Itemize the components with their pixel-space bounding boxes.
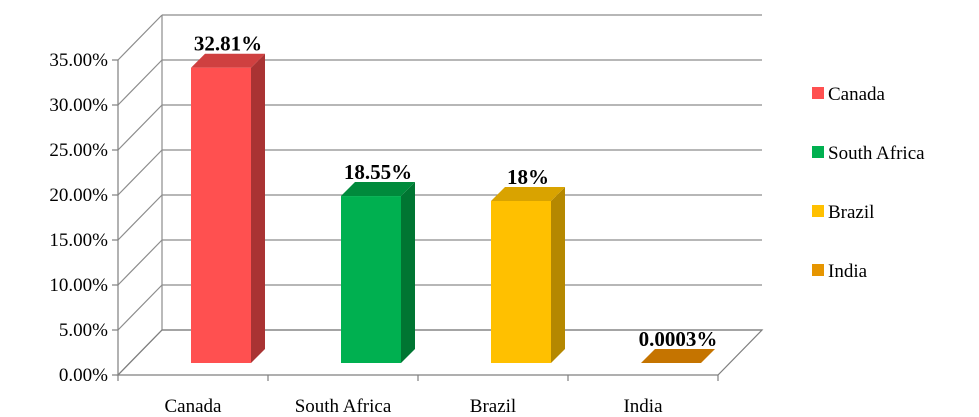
bar-side bbox=[551, 187, 565, 363]
y-tick-label: 20.00% bbox=[49, 185, 108, 206]
side-gridline bbox=[117, 59, 163, 106]
bar-side bbox=[401, 182, 415, 363]
chart-floor bbox=[116, 329, 764, 376]
bar-india bbox=[641, 348, 715, 363]
side-gridline bbox=[117, 149, 163, 196]
y-tick-label: 25.00% bbox=[49, 140, 108, 161]
y-tick-label: 0.00% bbox=[59, 365, 108, 386]
x-tick-label: South Africa bbox=[295, 396, 392, 417]
legend-label: South Africa bbox=[828, 143, 925, 164]
bar-canada bbox=[191, 53, 265, 364]
legend-item: Brazil bbox=[812, 202, 874, 223]
chart-axes bbox=[116, 60, 764, 376]
side-gridline bbox=[117, 239, 163, 286]
x-tick-label: India bbox=[623, 396, 663, 417]
y-tick-label: 35.00% bbox=[49, 50, 108, 71]
bar-top bbox=[191, 53, 265, 68]
data-label: 18% bbox=[507, 165, 549, 189]
bar-top bbox=[641, 348, 715, 363]
bar-front bbox=[341, 196, 401, 363]
bar-side bbox=[251, 53, 265, 364]
side-gridline bbox=[117, 284, 163, 331]
bar-side bbox=[701, 348, 715, 363]
legend-label: Canada bbox=[828, 84, 886, 105]
bar-brazil bbox=[491, 187, 565, 363]
data-label: 0.0003% bbox=[639, 327, 718, 351]
side-gridline bbox=[117, 194, 163, 241]
bar-south-africa bbox=[341, 182, 415, 363]
legend-swatch bbox=[812, 87, 824, 99]
data-label: 32.81% bbox=[194, 32, 262, 56]
legend-item: South Africa bbox=[812, 143, 925, 164]
side-gridline bbox=[117, 14, 163, 61]
side-gridline bbox=[117, 104, 163, 151]
chart-bars: 32.81% 18.55% 18% 0.0003% bbox=[191, 32, 718, 364]
legend-swatch bbox=[812, 264, 824, 276]
y-tick-label: 10.00% bbox=[49, 275, 108, 296]
bar-front bbox=[191, 67, 251, 364]
bar-top bbox=[341, 182, 415, 197]
legend-label: Brazil bbox=[828, 202, 874, 223]
chart-legend: Canada South Africa Brazil India bbox=[812, 84, 925, 282]
bar-top bbox=[491, 187, 565, 201]
x-tick-label: Brazil bbox=[470, 396, 516, 417]
legend-swatch bbox=[812, 146, 824, 158]
legend-item: Canada bbox=[812, 84, 886, 105]
data-label: 18.55% bbox=[344, 160, 412, 184]
bar-front bbox=[491, 201, 551, 363]
y-axis-ticks: 0.00% 5.00% 10.00% 15.00% 20.00% 25.00% 30.00%… bbox=[49, 50, 118, 386]
legend-swatch bbox=[812, 205, 824, 217]
y-tick-label: 5.00% bbox=[59, 320, 108, 341]
legend-item: India bbox=[812, 261, 868, 282]
y-tick-label: 15.00% bbox=[49, 230, 108, 251]
x-axis-ticks: Canada South Africa Brazil India bbox=[117, 375, 719, 417]
x-tick-label: Canada bbox=[165, 396, 223, 417]
y-tick-label: 30.00% bbox=[49, 95, 108, 116]
legend-label: India bbox=[828, 261, 868, 282]
